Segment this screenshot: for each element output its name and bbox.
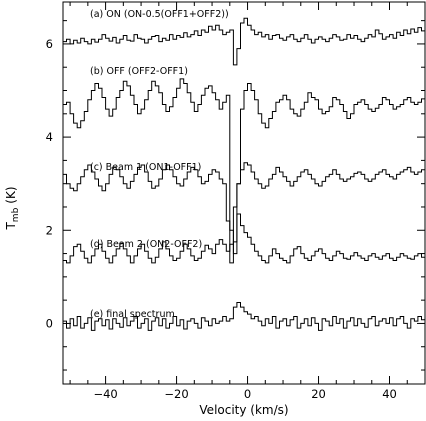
series-line [63, 78, 425, 255]
series-label: (c) Beam 1 (ON1-OFF1) [90, 162, 201, 173]
series-label: (a) ON (ON-0.5(OFF1+OFF2)) [90, 9, 229, 20]
x-axis-ticks: −40 −20 0 20 40 [69, 2, 426, 401]
x-axis-title: Velocity (km/s) [199, 403, 288, 417]
series-line [63, 302, 425, 331]
series-group [63, 17, 425, 331]
svg-text:Tmb(K): Tmb (K) [4, 186, 21, 230]
x-tick-label: −20 [164, 387, 188, 401]
x-tick-label: −40 [93, 387, 117, 401]
y-axis-title-sub: mb [11, 207, 21, 222]
series-line [63, 213, 425, 264]
x-tick-label: 40 [382, 387, 397, 401]
series-line [63, 17, 425, 66]
y-axis-title-main: T [4, 222, 18, 231]
x-tick-label: 0 [244, 387, 251, 401]
series-label: (d) Beam 2 (ON2-OFF2) [90, 239, 202, 250]
y-tick-label: 2 [46, 223, 53, 237]
y-tick-label: 0 [46, 316, 53, 330]
plot-frame [62, 1, 426, 385]
series-label: (e) final spectrum [90, 309, 175, 320]
y-axis-title: Tmb (K) [4, 186, 21, 230]
y-axis-title-unit: (K) [4, 186, 18, 203]
series-line [63, 162, 425, 264]
y-tick-label: 6 [46, 37, 53, 51]
series-labels: (a) ON (ON-0.5(OFF1+OFF2)) (b) OFF (OFF2-… [90, 9, 229, 320]
series-label: (b) OFF (OFF2-OFF1) [90, 66, 188, 77]
y-tick-label: 4 [46, 130, 53, 144]
x-tick-label: 20 [311, 387, 326, 401]
